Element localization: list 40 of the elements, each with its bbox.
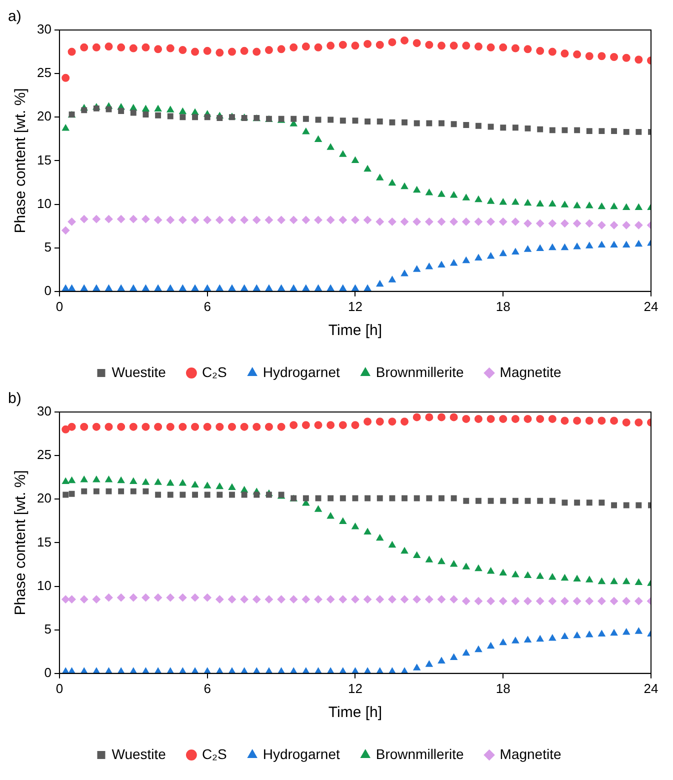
y-tick-label: 0	[44, 282, 52, 298]
legend-label: Magnetite	[500, 364, 562, 380]
legend-label: Brownmillerite	[376, 364, 464, 380]
x-tick-label: 6	[204, 680, 211, 696]
y-tick-label: 15	[36, 152, 52, 168]
x-tick-label: 6	[204, 298, 211, 314]
x-tick-label: 24	[644, 298, 658, 314]
y-tick-label: 20	[36, 490, 52, 506]
y-tick-label: 15	[36, 534, 52, 550]
x-tick-label: 24	[644, 680, 658, 696]
legend-label: C₂S	[202, 364, 227, 380]
y-tick-label: 30	[36, 404, 52, 419]
legend-label: Hydrogarnet	[262, 364, 340, 380]
y-tick-label: 5	[44, 621, 52, 636]
chart-title: b)	[8, 390, 22, 408]
y-tick-label: 30	[36, 22, 52, 37]
y-axis-title: Phase content [wt. %]	[12, 470, 30, 616]
legend-label: C₂S	[202, 746, 227, 762]
legend-label: Wuestite	[112, 746, 166, 762]
y-tick-label: 25	[36, 447, 52, 462]
x-tick-label: 0	[56, 298, 64, 314]
x-tick-label: 18	[496, 298, 510, 314]
legend-label: Wuestite	[112, 364, 166, 380]
legend-label: Brownmillerite	[376, 746, 464, 762]
x-tick-label: 12	[348, 298, 362, 314]
chart-title: a)	[8, 8, 22, 26]
x-axis-title: Time [h]	[328, 704, 382, 722]
x-tick-label: 12	[348, 680, 362, 696]
y-tick-label: 10	[36, 578, 52, 593]
y-axis-title: Phase content [wt. %]	[12, 88, 30, 234]
x-axis-title: Time [h]	[328, 322, 382, 340]
legend-label: Magnetite	[500, 746, 562, 762]
legend-label: Hydrogarnet	[262, 746, 340, 762]
y-tick-label: 0	[44, 664, 52, 680]
y-tick-label: 5	[44, 239, 52, 254]
y-tick-label: 25	[36, 65, 52, 80]
x-tick-label: 18	[496, 680, 510, 696]
x-tick-label: 0	[56, 680, 64, 696]
y-tick-label: 20	[36, 108, 52, 124]
y-tick-label: 10	[36, 196, 52, 211]
